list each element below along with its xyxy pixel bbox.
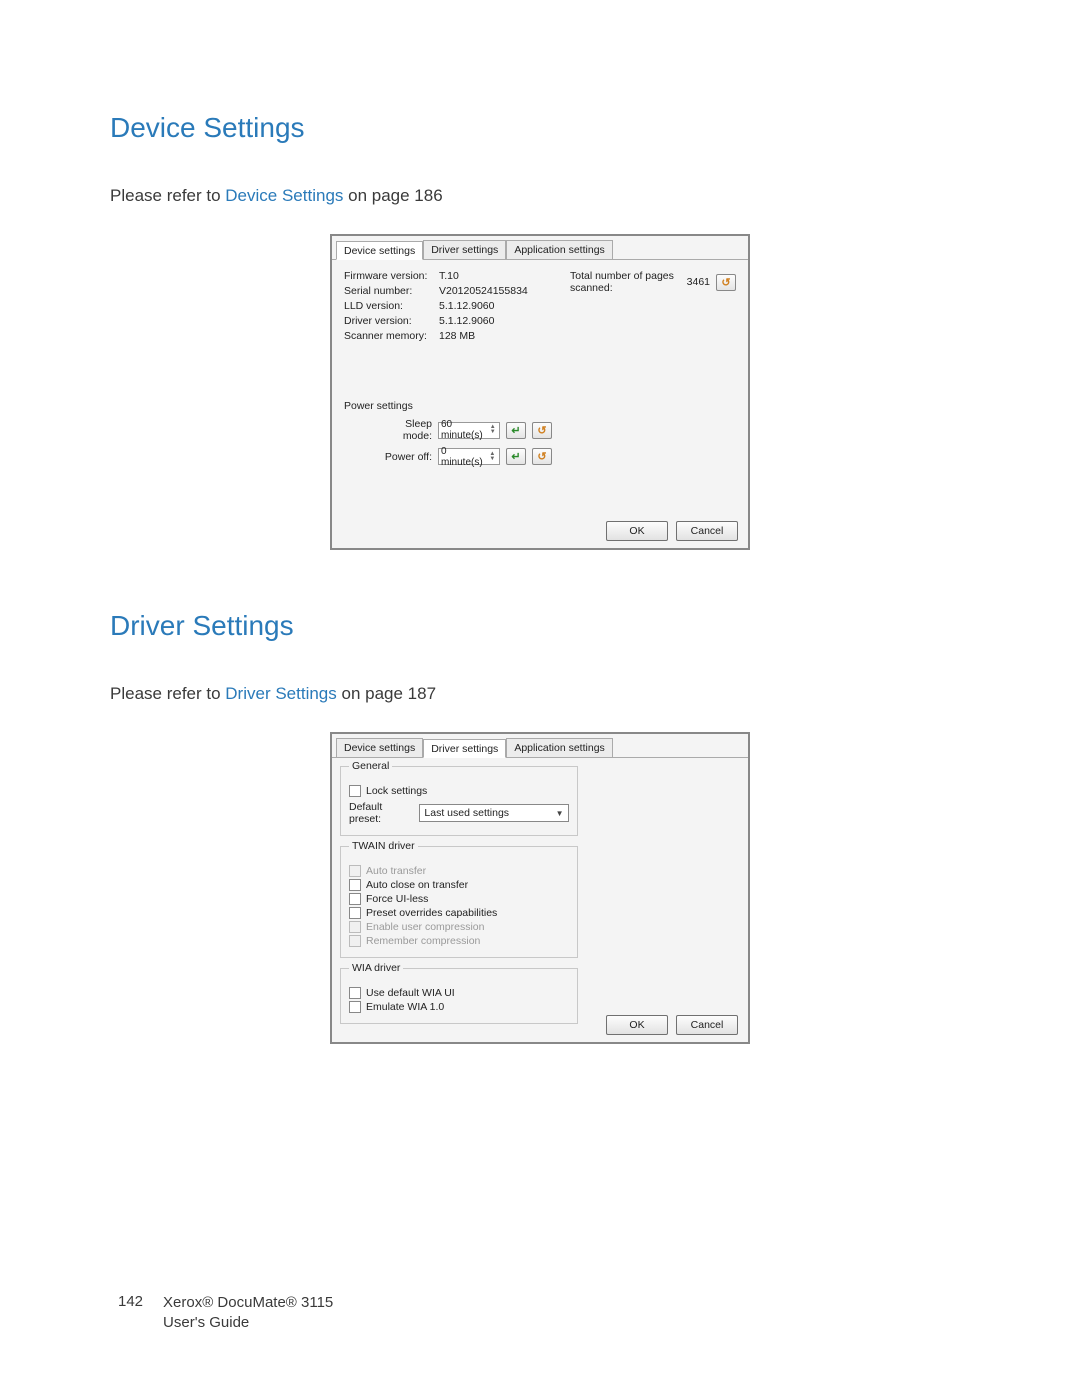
twain-group: TWAIN driver Auto transfer Auto close on…: [340, 846, 578, 958]
sleep-mode-value: 60 minute(s): [441, 419, 488, 441]
intro-suffix: on page 186: [343, 186, 442, 205]
auto-transfer-label: Auto transfer: [366, 865, 426, 877]
driver-version-label: Driver version:: [344, 315, 439, 327]
serial-label: Serial number:: [344, 285, 439, 297]
driver-settings-dialog: Device settings Driver settings Applicat…: [330, 732, 750, 1044]
default-preset-select[interactable]: Last used settings ▼: [419, 804, 568, 822]
auto-close-checkbox[interactable]: [349, 879, 361, 891]
general-title: General: [349, 760, 392, 772]
power-off-label: Power off:: [374, 451, 432, 463]
sleep-mode-label: Sleep mode:: [374, 418, 432, 442]
tab-driver-settings[interactable]: Driver settings: [423, 240, 506, 259]
remember-compression-checkbox: [349, 935, 361, 947]
driver-settings-intro: Please refer to Driver Settings on page …: [110, 684, 970, 704]
cancel-button[interactable]: Cancel: [676, 1015, 738, 1035]
sleep-reset-button[interactable]: ↺: [532, 422, 552, 439]
driver-version-value: 5.1.12.9060: [439, 315, 494, 327]
chevron-down-icon: ▼: [556, 809, 564, 818]
reset-icon: ↺: [537, 424, 546, 437]
tab-device-settings[interactable]: Device settings: [336, 738, 423, 757]
force-uiless-checkbox[interactable]: [349, 893, 361, 905]
default-wia-label: Use default WIA UI: [366, 987, 455, 999]
device-settings-link[interactable]: Device Settings: [225, 186, 343, 205]
tab-application-settings[interactable]: Application settings: [506, 738, 612, 757]
lld-value: 5.1.12.9060: [439, 300, 494, 312]
lock-settings-checkbox[interactable]: [349, 785, 361, 797]
wia-title: WIA driver: [349, 962, 403, 974]
driver-settings-heading: Driver Settings: [110, 610, 970, 642]
footer-line2: User's Guide: [163, 1313, 333, 1333]
device-settings-dialog: Device settings Driver settings Applicat…: [330, 234, 750, 550]
enable-compression-label: Enable user compression: [366, 921, 484, 933]
twain-title: TWAIN driver: [349, 840, 418, 852]
firmware-value: T.10: [439, 270, 459, 282]
pages-scanned-label: Total number of pages scanned:: [570, 270, 674, 294]
reset-icon: ↺: [537, 450, 546, 463]
sleep-apply-button[interactable]: ↵: [506, 422, 526, 439]
driver-settings-link[interactable]: Driver Settings: [225, 684, 336, 703]
tabs-bar: Device settings Driver settings Applicat…: [332, 734, 748, 758]
emulate-wia-label: Emulate WIA 1.0: [366, 1001, 444, 1013]
default-preset-value: Last used settings: [424, 807, 509, 819]
force-uiless-label: Force UI-less: [366, 893, 428, 905]
tab-driver-settings[interactable]: Driver settings: [423, 739, 506, 758]
chevron-down-icon[interactable]: ▼: [488, 457, 497, 462]
enter-icon: ↵: [511, 450, 520, 463]
ok-button[interactable]: OK: [606, 521, 668, 541]
memory-label: Scanner memory:: [344, 330, 439, 342]
power-off-reset-button[interactable]: ↺: [532, 448, 552, 465]
enter-icon: ↵: [511, 424, 520, 437]
power-settings-label: Power settings: [344, 400, 552, 412]
emulate-wia-checkbox[interactable]: [349, 1001, 361, 1013]
pages-scanned-value: 3461: [680, 276, 710, 288]
intro-prefix: Please refer to: [110, 684, 225, 703]
enable-compression-checkbox: [349, 921, 361, 933]
intro-prefix: Please refer to: [110, 186, 225, 205]
footer-line1: Xerox® DocuMate® 3115: [163, 1293, 333, 1313]
preset-overrides-checkbox[interactable]: [349, 907, 361, 919]
power-off-value: 0 minute(s): [441, 446, 488, 468]
sleep-mode-stepper[interactable]: 60 minute(s)▲▼: [438, 422, 500, 439]
lock-settings-label: Lock settings: [366, 785, 427, 797]
cancel-button[interactable]: Cancel: [676, 521, 738, 541]
reset-icon: ↺: [721, 276, 730, 289]
default-preset-label: Default preset:: [349, 801, 408, 825]
serial-value: V20120524155834: [439, 285, 528, 297]
remember-compression-label: Remember compression: [366, 935, 480, 947]
power-off-apply-button[interactable]: ↵: [506, 448, 526, 465]
firmware-label: Firmware version:: [344, 270, 439, 282]
wia-group: WIA driver Use default WIA UI Emulate WI…: [340, 968, 578, 1024]
ok-button[interactable]: OK: [606, 1015, 668, 1035]
default-wia-checkbox[interactable]: [349, 987, 361, 999]
page-footer: 142 Xerox® DocuMate® 3115 User's Guide: [118, 1293, 333, 1334]
device-settings-heading: Device Settings: [110, 112, 970, 144]
lld-label: LLD version:: [344, 300, 439, 312]
chevron-down-icon[interactable]: ▼: [488, 430, 497, 435]
auto-transfer-checkbox: [349, 865, 361, 877]
page-number: 142: [118, 1293, 143, 1310]
preset-overrides-label: Preset overrides capabilities: [366, 907, 497, 919]
general-group: General Lock settings Default preset: La…: [340, 766, 578, 836]
device-settings-intro: Please refer to Device Settings on page …: [110, 186, 970, 206]
memory-value: 128 MB: [439, 330, 475, 342]
tab-device-settings[interactable]: Device settings: [336, 241, 423, 260]
tab-application-settings[interactable]: Application settings: [506, 240, 612, 259]
intro-suffix: on page 187: [337, 684, 436, 703]
pages-reset-button[interactable]: ↺: [716, 274, 736, 291]
power-off-stepper[interactable]: 0 minute(s)▲▼: [438, 448, 500, 465]
auto-close-label: Auto close on transfer: [366, 879, 468, 891]
tabs-bar: Device settings Driver settings Applicat…: [332, 236, 748, 260]
